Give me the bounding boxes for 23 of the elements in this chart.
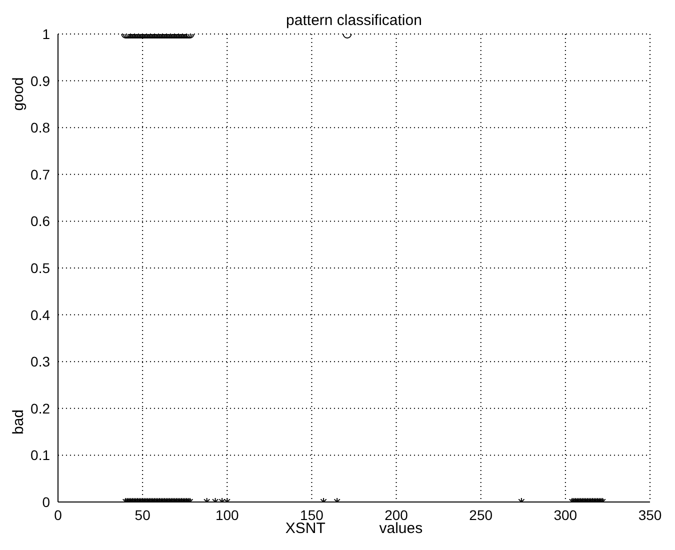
y-tick-label: 0 [42, 494, 50, 510]
x-tick-label: 150 [300, 506, 324, 523]
y-tick-label: 0.5 [30, 260, 50, 276]
y-tick-label: 0.4 [30, 306, 50, 323]
text: bad [10, 409, 27, 435]
x-tick-label: 300 [554, 506, 578, 523]
y-tick-label: 0.3 [30, 354, 50, 370]
y-tick-label: 1 [42, 26, 50, 42]
y-axis-title: good [10, 77, 27, 111]
x-tick-label: 250 [469, 506, 493, 523]
y-tick-label: 0.9 [30, 72, 50, 89]
x-tick-label: 200 [384, 506, 408, 523]
y-tick-label: 0.2 [30, 400, 50, 416]
x-tick-label: 100 [215, 506, 240, 523]
x-axis-title: XSNT values [285, 520, 423, 537]
y-tick-label: 0.7 [30, 166, 50, 182]
chart-title: pattern classification [285, 12, 423, 29]
y-tick-label: 0.8 [30, 120, 50, 136]
x-tick-label: 0 [54, 506, 62, 523]
x-tick-label: 350 [638, 506, 662, 523]
y-tick-label: 0.6 [30, 213, 50, 230]
y-tick-label: 0.1 [30, 447, 50, 464]
x-tick-label: 50 [134, 506, 151, 523]
